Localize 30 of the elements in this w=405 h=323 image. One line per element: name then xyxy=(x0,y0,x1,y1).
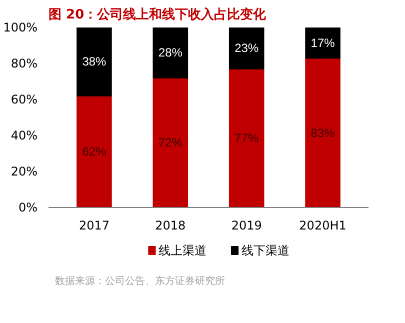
x-tick-label: 2018 xyxy=(155,218,186,232)
chart-title: 图 20：公司线上和线下收入占比变化 xyxy=(48,6,268,22)
bar xyxy=(76,28,112,96)
x-tick-label: 2017 xyxy=(78,218,110,232)
y-tick-label: 40% xyxy=(10,128,38,142)
data-label: 23% xyxy=(234,41,259,56)
bar xyxy=(152,77,188,208)
bar xyxy=(228,68,264,208)
bar xyxy=(228,28,264,70)
legend-label: 线上渠道 xyxy=(158,244,207,258)
data-label: 28% xyxy=(158,46,183,60)
y-tick-label: 80% xyxy=(10,56,38,70)
bar xyxy=(305,28,340,59)
data-label: 17% xyxy=(310,36,336,50)
data-label: 83% xyxy=(310,126,336,140)
y-tick-label: 60% xyxy=(10,92,38,106)
data-label: 77% xyxy=(234,131,259,146)
source-note: 数据来源：公司公告、东方证券研究所 xyxy=(55,275,226,287)
y-tick-label: 20% xyxy=(10,164,38,178)
y-tick-label: 0% xyxy=(18,200,38,214)
x-tick-label: 2019 xyxy=(231,218,262,232)
legend-label: 线下渠道 xyxy=(241,244,290,258)
data-label: 38% xyxy=(82,54,107,69)
data-label: 62% xyxy=(82,144,107,159)
y-tick-label: 100% xyxy=(3,20,38,34)
bar xyxy=(152,28,188,78)
x-tick-label: 2020H1 xyxy=(299,218,346,232)
bar xyxy=(305,58,340,208)
bar xyxy=(76,95,112,208)
data-label: 72% xyxy=(158,136,183,150)
